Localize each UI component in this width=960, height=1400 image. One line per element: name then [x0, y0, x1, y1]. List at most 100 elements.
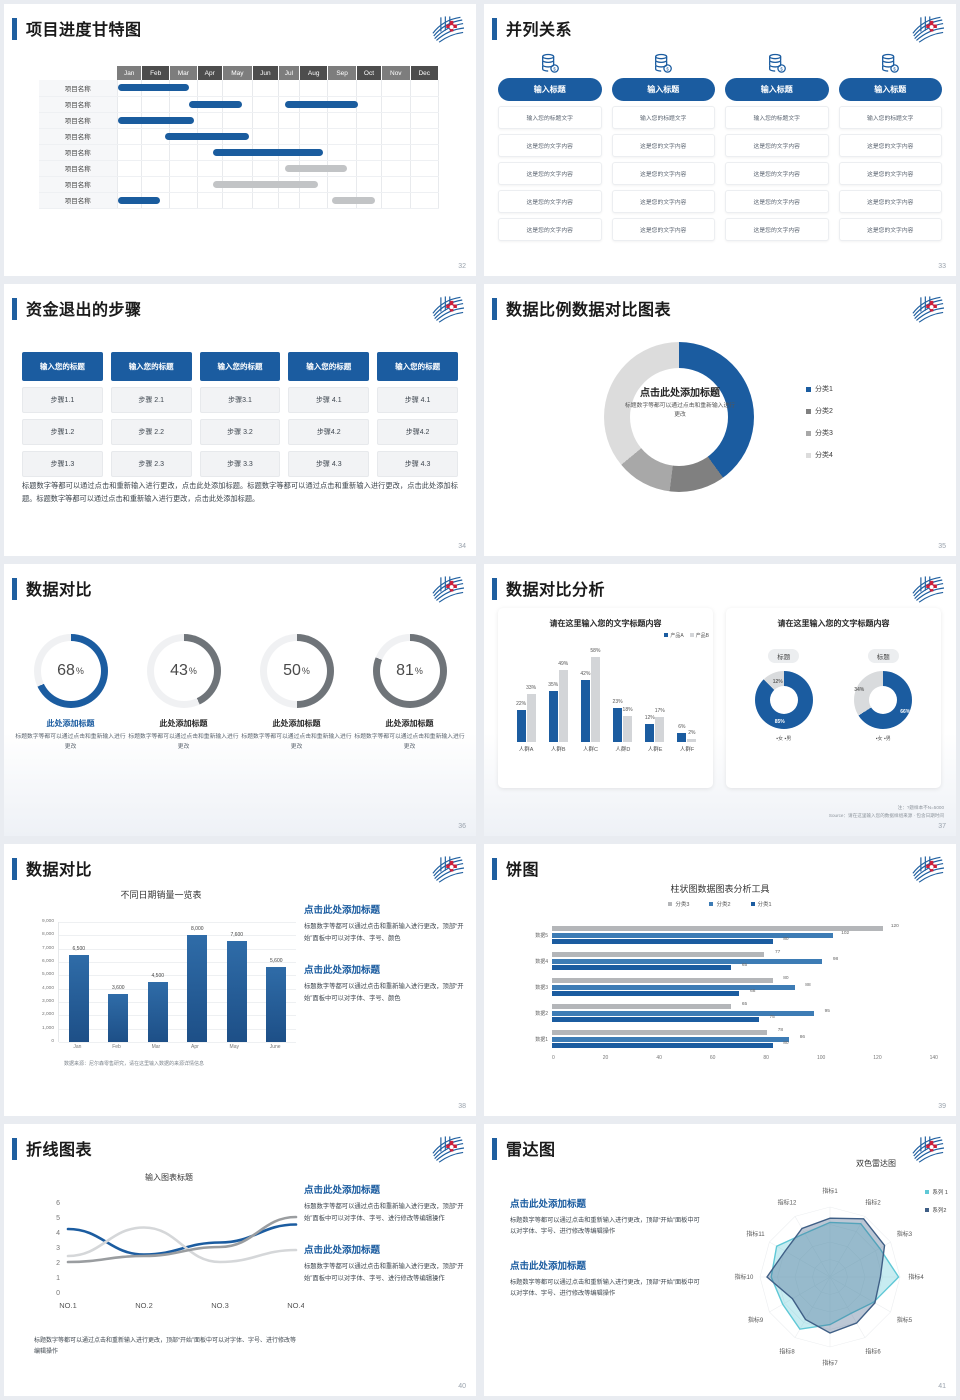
gridline: [59, 935, 296, 937]
parallel-cell[interactable]: 输入您的标题文字: [498, 106, 602, 129]
hbar-value: 65: [741, 962, 748, 968]
step-cell[interactable]: 步骤 3.3: [199, 451, 281, 477]
parallel-cell[interactable]: 这是您的文字内容: [838, 190, 942, 213]
radar-axis-label: 指标7: [822, 1359, 838, 1367]
percent-ring-label: 此处添加标题: [272, 719, 321, 728]
step-cell[interactable]: 步骤 4.3: [288, 451, 370, 477]
mini-donut-value: 12%: [772, 679, 783, 685]
step-column-header[interactable]: 输入您的标题: [288, 352, 370, 381]
hbar-x-tick: 80: [763, 1055, 769, 1061]
page-number: 32: [458, 263, 466, 270]
slide-line: 折线图表 输入图表标题 6 5 4 3 2 1 0 NO.1 NO.2 NO.3 NO.4 标题数字…: [4, 1124, 476, 1396]
parallel-column-header[interactable]: 输入标题: [498, 78, 602, 101]
percent-ring-desc: 标题数字等都可以通过点击和重新输入进行更改: [354, 734, 465, 750]
step-cell[interactable]: 步骤 4.1: [377, 387, 458, 413]
parallel-cell[interactable]: 输入您的标题文字: [725, 106, 829, 129]
radar-legend: 系列 1 系列2: [925, 1188, 948, 1224]
step-cell[interactable]: 步骤 2.1: [110, 387, 192, 413]
gantt-row-label: 项目名称: [39, 80, 118, 97]
parallel-cell[interactable]: 这是您的文字内容: [725, 162, 829, 185]
gantt-cell: [356, 128, 383, 145]
bar-value: 12%: [644, 715, 655, 722]
gantt-cell: [299, 112, 329, 129]
step-cell[interactable]: 步骤1.3: [22, 451, 103, 477]
gantt-month-apr: Apr: [197, 66, 223, 80]
text-block-heading: 点击此处添加标题: [510, 1260, 587, 1272]
gantt-row: 项目名称: [39, 160, 439, 177]
parallel-column-header[interactable]: 输入标题: [838, 78, 942, 101]
sales-bar: 7,600: [226, 932, 247, 1042]
gantt-month-may: May: [222, 66, 253, 80]
gantt-month-nov: Nov: [381, 66, 411, 80]
parallel-cell[interactable]: 这是您的文字内容: [838, 162, 942, 185]
step-cell[interactable]: 步骤 4.1: [288, 387, 370, 413]
donut-center-text: 点击此处添加标题 标题数字等都可以通过点击和重新输入进行更改: [624, 384, 736, 421]
gantt-cell: [410, 160, 439, 177]
hbar: 86: [552, 1035, 805, 1042]
bar: 23%: [613, 699, 623, 742]
parallel-cell[interactable]: 这是您的文字内容: [498, 190, 602, 213]
step-column-header[interactable]: 输入您的标题: [22, 352, 103, 381]
step-cell[interactable]: 步骤4.2: [288, 419, 370, 445]
hbar-legend-item: 分类2: [709, 902, 731, 908]
gantt-cell: [299, 144, 329, 161]
parallel-cell[interactable]: 这是您的文字内容: [838, 134, 942, 157]
step-cell[interactable]: 步骤 3.2: [199, 419, 281, 445]
parallel-column-header[interactable]: 输入标题: [725, 78, 829, 101]
parallel-cell[interactable]: 这是您的文字内容: [725, 134, 829, 157]
step-cell[interactable]: 步骤1.2: [22, 419, 103, 445]
bar: 22%: [516, 701, 526, 742]
step-cell[interactable]: 步骤 2.2: [110, 419, 192, 445]
bar: 2%: [687, 730, 697, 742]
percent-ring-desc: 标题数字等都可以通过点击和重新输入进行更改: [15, 734, 126, 750]
gantt-cell: [117, 112, 194, 129]
y-tick: 2,000: [41, 1012, 54, 1018]
page-title: 数据对比: [26, 862, 93, 879]
step-cell[interactable]: 步骤 2.3: [110, 451, 192, 477]
line-note: 标题数字等都可以通过点击和重新输入进行更改，顶部“开始”面板中可以对字体、字号、…: [34, 1338, 296, 1355]
parallel-cell[interactable]: 输入您的标题文字: [838, 106, 942, 129]
step-column-header[interactable]: 输入您的标题: [199, 352, 281, 381]
step-cell[interactable]: 步骤 4.3: [377, 451, 458, 477]
hbar-bars: 65 95 75: [552, 1002, 938, 1023]
step-column-header[interactable]: 输入您的标题: [377, 352, 458, 381]
bar-group: 35% 49%: [548, 661, 568, 742]
analysis-footnote: 注：?题样本不N=5000 Source：请在这里输入您的数据样组来源 · 包含…: [829, 804, 944, 820]
hbar-legend-item: 分类3: [668, 902, 689, 908]
parallel-cell[interactable]: 输入您的标题文字: [611, 106, 715, 129]
step-cell[interactable]: 步骤4.2: [377, 419, 458, 445]
step-column-header[interactable]: 输入您的标题: [110, 352, 192, 381]
percent-ring: 81%: [372, 634, 447, 708]
parallel-cell[interactable]: 这是您的文字内容: [498, 162, 602, 185]
donut-legend-item: 分类3: [806, 428, 833, 438]
gantt-cell: [299, 160, 329, 177]
parallel-cell[interactable]: 这是您的文字内容: [498, 134, 602, 157]
sales-bars: 6,500 3,600 4,500 8,000 7,600 5,600: [59, 922, 296, 1042]
step-cell[interactable]: 步骤1.1: [22, 387, 103, 413]
parallel-cell[interactable]: 这是您的文字内容: [725, 190, 829, 213]
gantt-cell: [278, 192, 300, 209]
parallel-cell[interactable]: 这是您的文字内容: [611, 134, 715, 157]
step-column: 输入您的标题 步骤 2.1 步骤 2.2 步骤 2.3: [110, 352, 192, 477]
hbar-value: 86: [799, 1034, 806, 1040]
parallel-cell[interactable]: 这是您的文字内容: [611, 218, 715, 241]
gridline: [59, 975, 296, 977]
parallel-column-header[interactable]: 输入标题: [611, 78, 715, 101]
parallel-cell[interactable]: 这是您的文字内容: [838, 218, 942, 241]
sales-x-label: Apr: [190, 1044, 199, 1050]
step-cell[interactable]: 步骤3.1: [199, 387, 281, 413]
sales-bar: 3,600: [108, 985, 129, 1042]
parallel-cell[interactable]: 这是您的文字内容: [725, 218, 829, 241]
hbar: 80: [552, 937, 789, 944]
hbar-value: 88: [805, 982, 811, 988]
gantt-cell: [356, 96, 383, 113]
page-number: 35: [938, 543, 946, 550]
footnote-note: 注：?题样本不N=5000: [897, 805, 944, 811]
parallel-cell[interactable]: 这是您的文字内容: [611, 190, 715, 213]
radar-axis-line: [794, 1216, 831, 1278]
parallel-cell[interactable]: 这是您的文字内容: [611, 162, 715, 185]
line-y-tick: 2: [56, 1260, 60, 1267]
hbar-row: 数据2 65 95 75: [520, 1000, 938, 1026]
gantt-cell: [117, 144, 323, 161]
parallel-cell[interactable]: 这是您的文字内容: [498, 218, 602, 241]
